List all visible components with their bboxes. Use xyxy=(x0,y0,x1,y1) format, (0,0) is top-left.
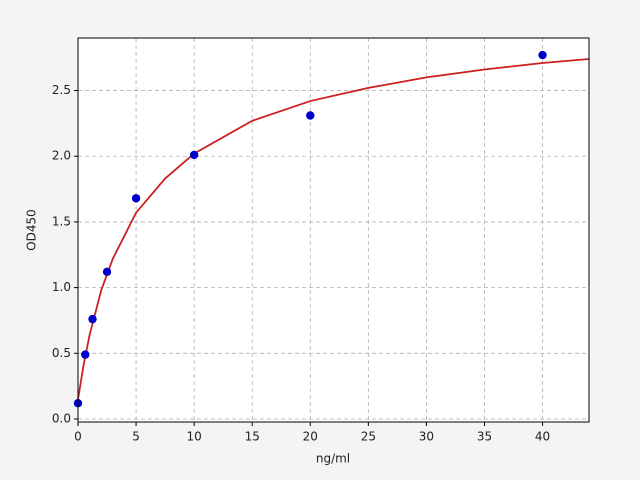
data-point xyxy=(538,50,547,60)
x-tick-label: 20 xyxy=(303,430,318,444)
y-tick-label: 1.0 xyxy=(52,280,71,294)
x-tick-label: 25 xyxy=(361,430,376,444)
data-point xyxy=(189,150,199,160)
data-point xyxy=(81,350,90,359)
x-tick-label: 5 xyxy=(132,430,140,444)
x-tick-label: 10 xyxy=(186,430,201,444)
x-tick-label: 30 xyxy=(419,430,434,444)
plot-frame xyxy=(77,37,590,423)
y-tick-label: 2.0 xyxy=(52,149,71,163)
data-point xyxy=(306,111,315,120)
x-axis-label: ng/ml xyxy=(316,452,350,466)
y-tick-label: 0.5 xyxy=(52,346,71,360)
data-point xyxy=(88,314,97,324)
x-tick-label: 35 xyxy=(477,430,492,444)
y-tick-label: 0.0 xyxy=(52,411,71,425)
x-tick-label: 40 xyxy=(535,430,550,444)
x-tick-label: 0 xyxy=(74,430,82,444)
y-axis-label: OD450 xyxy=(25,209,39,251)
plot-area xyxy=(78,38,589,422)
data-point xyxy=(102,267,112,277)
data-point xyxy=(131,194,141,203)
y-tick-label: 1.5 xyxy=(52,214,71,228)
x-tick-label: 15 xyxy=(245,430,260,444)
y-tick-label: 2.5 xyxy=(52,83,71,97)
